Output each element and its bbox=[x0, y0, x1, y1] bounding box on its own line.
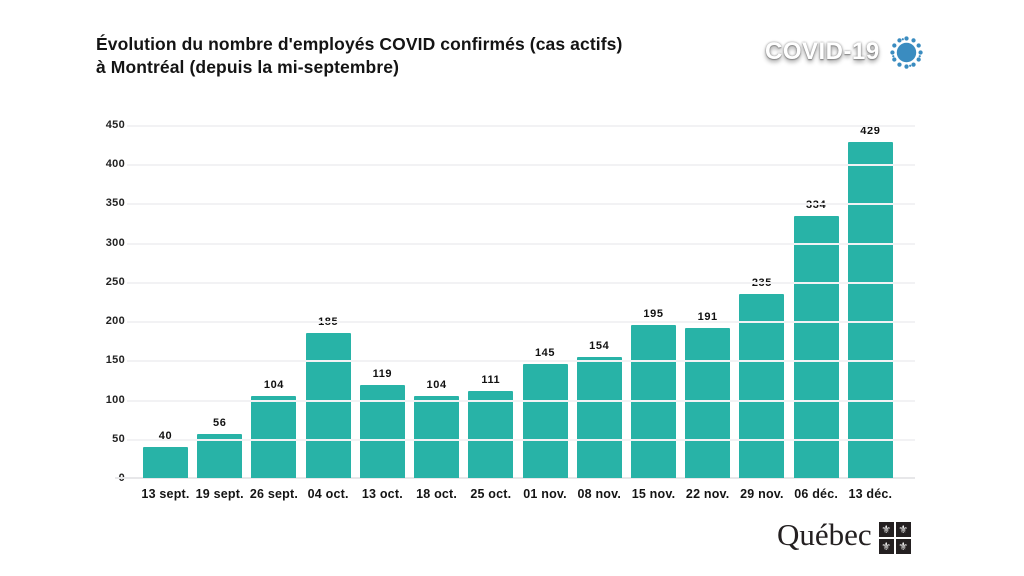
quebec-logo-text: Québec bbox=[777, 517, 872, 552]
bar-slot: 154 08 nov. bbox=[576, 125, 622, 501]
bar-slot: 191 22 nov. bbox=[685, 125, 731, 501]
bar bbox=[685, 328, 731, 478]
bar-slot: 195 15 nov. bbox=[630, 125, 676, 501]
y-axis-tick-label: 450 bbox=[105, 119, 125, 131]
bar-value-label: 145 bbox=[534, 347, 556, 360]
covid-badge-label: COVID-19 bbox=[765, 38, 880, 65]
bar-value-label: 195 bbox=[643, 308, 664, 321]
bar bbox=[576, 357, 622, 478]
bars-row: 40 13 sept. 56 19 sept. 104 26 sept. 18504 oct… bbox=[133, 125, 915, 501]
bar bbox=[847, 142, 893, 478]
bar-slot: 18504 oct. bbox=[305, 125, 351, 501]
bar-value-label: 40 bbox=[158, 429, 173, 442]
x-axis-tick-label: 04 oct. bbox=[307, 487, 349, 501]
bar-slot: 33406 déc. bbox=[793, 125, 839, 501]
gridline bbox=[127, 203, 915, 206]
quebec-logo: Québec ⚜ ⚜ ⚜ ⚜ bbox=[777, 517, 911, 554]
bar-value-label: 111 bbox=[481, 373, 501, 386]
y-axis-tick-label: 50 bbox=[112, 432, 125, 445]
bar bbox=[143, 446, 188, 478]
bar bbox=[739, 293, 785, 478]
x-axis-tick-label: 22 nov. bbox=[685, 487, 730, 501]
page-title-line-2: à Montréal (depuis la mi-septembre) bbox=[96, 57, 400, 77]
bar-value-label: 191 bbox=[697, 311, 718, 324]
gridline bbox=[127, 164, 915, 167]
fleur-de-lis-icon: ⚜ bbox=[878, 522, 894, 537]
x-axis-tick-label: 13 sept. bbox=[141, 487, 190, 501]
y-axis-tick-label: 400 bbox=[105, 158, 125, 171]
bar bbox=[468, 390, 514, 478]
y-axis-tick-label: 150 bbox=[105, 354, 125, 367]
bar-value-label: 429 bbox=[860, 125, 881, 137]
x-axis-tick-label: 25 oct. bbox=[470, 487, 512, 501]
bar-slot: 111 25 oct. bbox=[468, 125, 514, 501]
bar bbox=[305, 332, 351, 478]
bar-slot: 429 13 déc. bbox=[847, 125, 893, 501]
bar-value-label: 154 bbox=[589, 340, 610, 353]
y-axis-tick-label: 100 bbox=[105, 393, 125, 406]
x-axis-tick-label: 18 oct. bbox=[416, 487, 458, 501]
fleur-de-lis-icon: ⚜ bbox=[895, 539, 911, 554]
y-axis: 050100150200250300350400450 bbox=[95, 119, 125, 484]
x-axis-tick-label: 01 nov. bbox=[523, 487, 567, 501]
gridline bbox=[127, 281, 915, 284]
y-axis-tick-label: 250 bbox=[105, 275, 125, 288]
x-axis-tick-label: 29 nov. bbox=[740, 487, 784, 501]
gridline bbox=[127, 242, 915, 245]
bar bbox=[522, 364, 568, 478]
virus-icon bbox=[890, 35, 923, 69]
x-axis-tick-label: 06 déc. bbox=[794, 487, 839, 501]
bar bbox=[197, 434, 243, 478]
bar-value-label: 119 bbox=[372, 367, 393, 380]
bar-slot: 56 19 sept. bbox=[196, 125, 244, 501]
gridline bbox=[127, 438, 915, 441]
bar-value-label: 104 bbox=[426, 379, 447, 392]
bar-value-label: 104 bbox=[263, 379, 285, 392]
bar bbox=[414, 396, 460, 478]
y-axis-tick-label: 300 bbox=[105, 236, 125, 249]
plot-area: 40 13 sept. 56 19 sept. 104 26 sept. 18504 oct… bbox=[115, 125, 915, 501]
bar-slot: 119 13 oct. bbox=[359, 125, 405, 501]
x-axis-tick-label: 13 déc. bbox=[848, 487, 893, 501]
x-axis-baseline bbox=[115, 477, 915, 479]
x-axis-tick-label: 13 oct. bbox=[361, 487, 403, 501]
x-axis-tick-label: 19 sept. bbox=[195, 487, 244, 501]
bar-slot: 104 26 sept. bbox=[250, 125, 298, 501]
bar-slot: 23529 nov. bbox=[739, 125, 785, 501]
fleur-de-lis-icon: ⚜ bbox=[878, 539, 894, 554]
bar bbox=[251, 396, 297, 478]
bar-slot: 40 13 sept. bbox=[141, 125, 189, 501]
gridline bbox=[127, 360, 915, 363]
fleur-de-lis-icon: ⚜ bbox=[895, 522, 911, 537]
y-axis-tick-label: 200 bbox=[105, 315, 125, 328]
covid-badge: COVID-19 bbox=[765, 33, 925, 71]
quebec-flag-icon: ⚜ ⚜ ⚜ ⚜ bbox=[878, 522, 911, 554]
x-axis-tick-label: 26 sept. bbox=[249, 487, 299, 501]
bar-slot: 104 18 oct. bbox=[414, 125, 460, 501]
x-axis-tick-label: 08 nov. bbox=[577, 487, 622, 501]
bar-value-label: 56 bbox=[213, 417, 227, 430]
page-title-line-1: Évolution du nombre d'employés COVID con… bbox=[96, 34, 623, 54]
gridline bbox=[127, 399, 915, 402]
x-axis-tick-label: 15 nov. bbox=[631, 487, 676, 501]
y-axis-tick-label: 350 bbox=[105, 197, 125, 210]
bar-slot: 145 01 nov. bbox=[522, 125, 568, 501]
bar bbox=[793, 216, 839, 478]
page-title: Évolution du nombre d'employés COVID con… bbox=[96, 33, 622, 79]
gridline bbox=[127, 125, 915, 127]
gridline bbox=[127, 321, 915, 324]
